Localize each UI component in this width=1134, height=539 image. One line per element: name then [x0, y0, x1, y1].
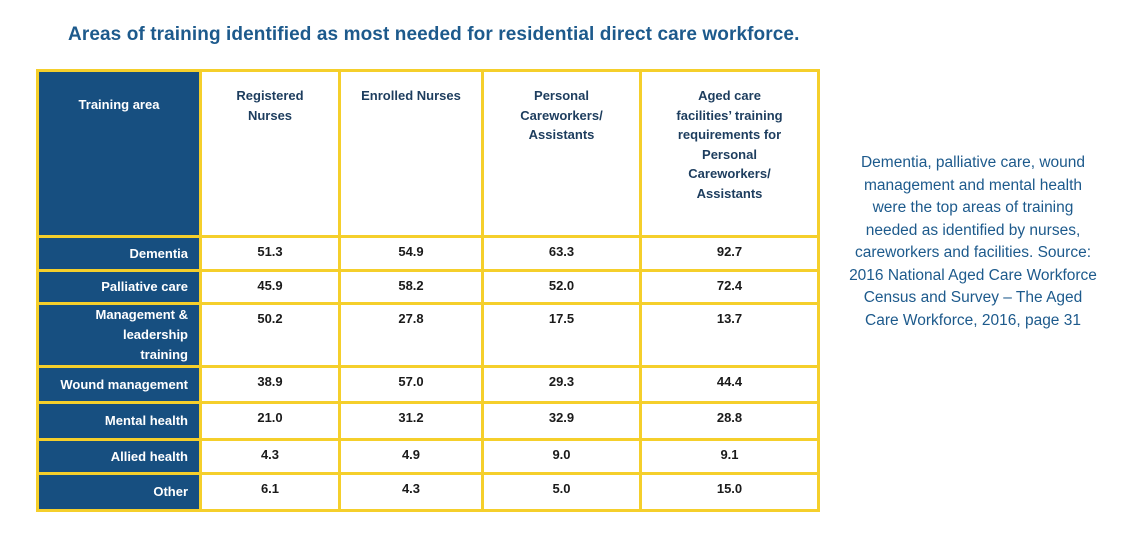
cell-registered-nurses: 51.3 — [199, 235, 341, 272]
header-enrolled-nurses: Enrolled Nurses — [338, 69, 484, 238]
header-facilities-requirements-label: Aged care facilities’ training requireme… — [676, 88, 783, 201]
cell-enrolled-nurses: 4.3 — [338, 472, 484, 512]
training-table: Training area Registered Nurses Enrolled… — [36, 69, 820, 512]
header-personal-careworkers-label: Personal Careworkers/ Assistants — [520, 88, 603, 142]
cell-personal-careworkers: 29.3 — [481, 365, 642, 404]
header-personal-careworkers: Personal Careworkers/ Assistants — [481, 69, 642, 238]
row-label: Management & leadership training — [36, 302, 202, 368]
row-label: Allied health — [36, 438, 202, 475]
cell-enrolled-nurses: 4.9 — [338, 438, 484, 475]
cell-facilities-requirements: 44.4 — [639, 365, 820, 404]
cell-registered-nurses: 50.2 — [199, 302, 341, 368]
row-label: Wound management — [36, 365, 202, 404]
cell-enrolled-nurses: 31.2 — [338, 401, 484, 441]
header-facilities-requirements: Aged care facilities’ training requireme… — [639, 69, 820, 238]
table-row: Palliative care 45.9 58.2 52.0 72.4 — [36, 269, 820, 305]
cell-personal-careworkers: 17.5 — [481, 302, 642, 368]
cell-enrolled-nurses: 27.8 — [338, 302, 484, 368]
row-label: Other — [36, 472, 202, 512]
cell-facilities-requirements: 15.0 — [639, 472, 820, 512]
cell-registered-nurses: 45.9 — [199, 269, 341, 305]
cell-personal-careworkers: 5.0 — [481, 472, 642, 512]
cell-registered-nurses: 38.9 — [199, 365, 341, 404]
cell-facilities-requirements: 13.7 — [639, 302, 820, 368]
cell-enrolled-nurses: 58.2 — [338, 269, 484, 305]
cell-facilities-requirements: 92.7 — [639, 235, 820, 272]
table-row: Allied health 4.3 4.9 9.0 9.1 — [36, 438, 820, 475]
cell-facilities-requirements: 9.1 — [639, 438, 820, 475]
row-label: Mental health — [36, 401, 202, 441]
header-registered-nurses-label: Registered Nurses — [236, 88, 304, 123]
header-training-area: Training area — [36, 69, 202, 238]
cell-facilities-requirements: 72.4 — [639, 269, 820, 305]
cell-personal-careworkers: 9.0 — [481, 438, 642, 475]
row-label-text: Management & leadership training — [95, 307, 188, 362]
row-label: Dementia — [36, 235, 202, 272]
cell-facilities-requirements: 28.8 — [639, 401, 820, 441]
row-label: Palliative care — [36, 269, 202, 305]
cell-registered-nurses: 21.0 — [199, 401, 341, 441]
table-header-row: Training area Registered Nurses Enrolled… — [36, 69, 820, 238]
cell-personal-careworkers: 52.0 — [481, 269, 642, 305]
cell-registered-nurses: 4.3 — [199, 438, 341, 475]
table-row: Dementia 51.3 54.9 63.3 92.7 — [36, 235, 820, 272]
table-row: Other 6.1 4.3 5.0 15.0 — [36, 472, 820, 512]
table-row: Mental health 21.0 31.2 32.9 28.8 — [36, 401, 820, 441]
cell-registered-nurses: 6.1 — [199, 472, 341, 512]
page-title: Areas of training identified as most nee… — [68, 24, 800, 45]
cell-personal-careworkers: 63.3 — [481, 235, 642, 272]
table-row: Wound management 38.9 57.0 29.3 44.4 — [36, 365, 820, 404]
cell-enrolled-nurses: 57.0 — [338, 365, 484, 404]
table-row: Management & leadership training 50.2 27… — [36, 302, 820, 368]
cell-personal-careworkers: 32.9 — [481, 401, 642, 441]
cell-enrolled-nurses: 54.9 — [338, 235, 484, 272]
source-caption: Dementia, palliative care, wound managem… — [849, 154, 1097, 329]
header-registered-nurses: Registered Nurses — [199, 69, 341, 238]
